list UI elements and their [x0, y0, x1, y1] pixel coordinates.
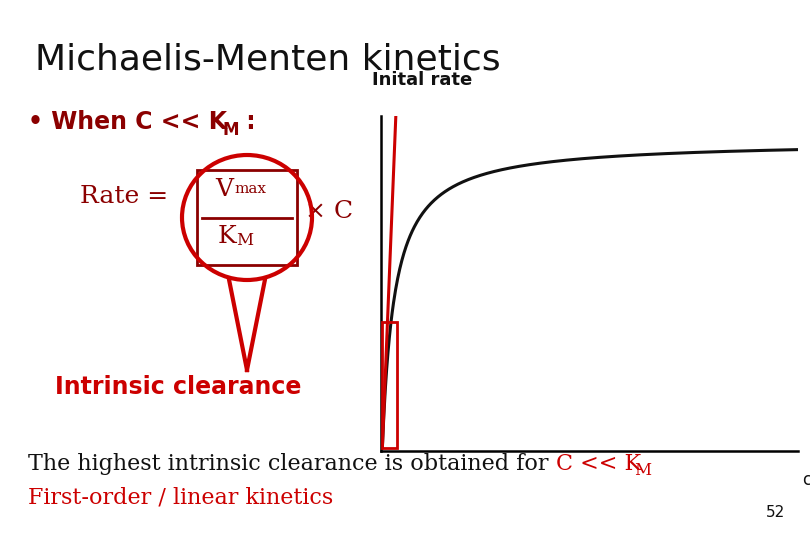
Text: Inital rate: Inital rate: [373, 71, 472, 89]
Bar: [382, 322, 398, 448]
Text: conc: conc: [802, 471, 810, 489]
Text: M: M: [236, 232, 253, 249]
Text: max: max: [234, 182, 266, 196]
Text: M: M: [634, 462, 651, 479]
Text: Michaelis-Menten kinetics: Michaelis-Menten kinetics: [35, 42, 501, 76]
Text: The highest intrinsic clearance is obtained for: The highest intrinsic clearance is obtai…: [28, 453, 556, 475]
Text: :: :: [238, 110, 256, 134]
Text: K: K: [218, 225, 237, 248]
Text: M: M: [222, 121, 238, 139]
Text: First-order / linear kinetics: First-order / linear kinetics: [28, 487, 333, 509]
Text: × C: × C: [305, 200, 353, 223]
Text: Intrinsic clearance: Intrinsic clearance: [55, 375, 301, 399]
Bar: [197, 170, 297, 265]
Text: • When C << K: • When C << K: [28, 110, 227, 134]
Text: V: V: [215, 178, 233, 201]
Text: C << K: C << K: [556, 453, 642, 475]
Text: Rate =: Rate =: [80, 185, 168, 208]
Text: 52: 52: [765, 505, 785, 520]
